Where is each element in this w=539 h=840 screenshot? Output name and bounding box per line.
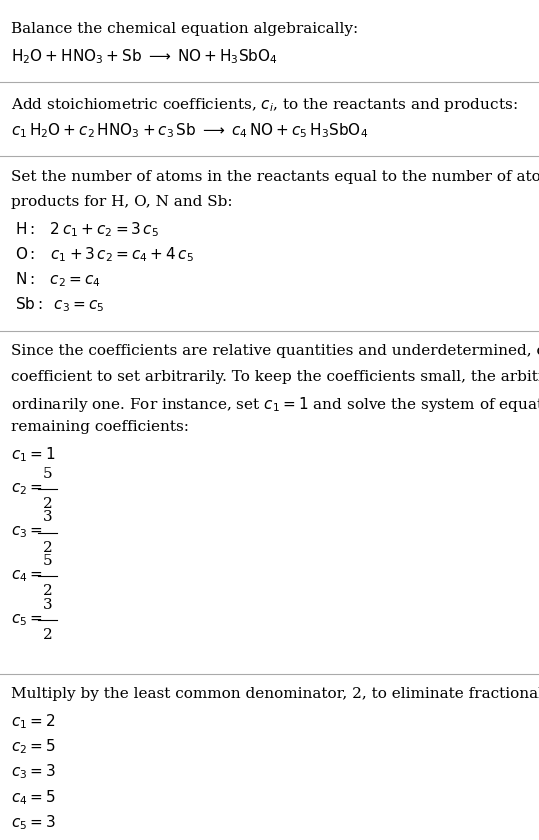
Text: $\mathrm{O:}\;\;\; c_1 + 3\,c_2 = c_4 + 4\,c_5$: $\mathrm{O:}\;\;\; c_1 + 3\,c_2 = c_4 + … [15,245,194,264]
Text: remaining coefficients:: remaining coefficients: [11,420,189,434]
Text: 5: 5 [43,554,52,568]
Text: 2: 2 [43,628,52,642]
Text: 2: 2 [43,497,52,511]
Text: 2: 2 [43,585,52,598]
Text: 3: 3 [43,598,52,612]
Text: Multiply by the least common denominator, 2, to eliminate fractional coefficient: Multiply by the least common denominator… [11,687,539,701]
Text: $\mathrm{N:}\;\;\; c_2 = c_4$: $\mathrm{N:}\;\;\; c_2 = c_4$ [15,270,101,289]
Text: $c_5 = $: $c_5 = $ [11,612,43,627]
Text: Since the coefficients are relative quantities and underdetermined, choose a: Since the coefficients are relative quan… [11,344,539,359]
Text: coefficient to set arbitrarily. To keep the coefficients small, the arbitrary va: coefficient to set arbitrarily. To keep … [11,370,539,384]
Text: $c_5 = 3$: $c_5 = 3$ [11,813,56,832]
Text: $c_3 = 3$: $c_3 = 3$ [11,763,56,781]
Text: $\mathrm{H_2O + HNO_3 + Sb} \;\longrightarrow\; \mathrm{NO + H_3SbO_4}$: $\mathrm{H_2O + HNO_3 + Sb} \;\longright… [11,47,278,66]
Text: $c_3 = $: $c_3 = $ [11,525,43,540]
Text: $\mathrm{Sb:}\;\; c_3 = c_5$: $\mathrm{Sb:}\;\; c_3 = c_5$ [15,296,104,314]
Text: $c_1 = 2$: $c_1 = 2$ [11,712,56,731]
Text: ordinarily one. For instance, set $c_1 = 1$ and solve the system of equations fo: ordinarily one. For instance, set $c_1 =… [11,395,539,414]
Text: 2: 2 [43,541,52,554]
Text: products for H, O, N and Sb:: products for H, O, N and Sb: [11,195,232,209]
Text: 5: 5 [43,467,52,480]
Text: Set the number of atoms in the reactants equal to the number of atoms in the: Set the number of atoms in the reactants… [11,170,539,184]
Text: Add stoichiometric coefficients, $c_i$, to the reactants and products:: Add stoichiometric coefficients, $c_i$, … [11,96,517,113]
Text: $c_4 = 5$: $c_4 = 5$ [11,788,56,806]
Text: $c_4 = $: $c_4 = $ [11,569,43,584]
Text: $c_2 = $: $c_2 = $ [11,481,43,496]
Text: $c_2 = 5$: $c_2 = 5$ [11,738,56,756]
Text: $c_1 = 1$: $c_1 = 1$ [11,445,56,464]
Text: Balance the chemical equation algebraically:: Balance the chemical equation algebraica… [11,22,358,36]
Text: $c_1\,\mathrm{H_2O} + c_2\,\mathrm{HNO_3} + c_3\,\mathrm{Sb} \;\longrightarrow\;: $c_1\,\mathrm{H_2O} + c_2\,\mathrm{HNO_3… [11,121,368,139]
Text: 3: 3 [43,511,52,524]
Text: $\mathrm{H:}\;\;\; 2\,c_1 + c_2 = 3\,c_5$: $\mathrm{H:}\;\;\; 2\,c_1 + c_2 = 3\,c_5… [15,220,159,239]
